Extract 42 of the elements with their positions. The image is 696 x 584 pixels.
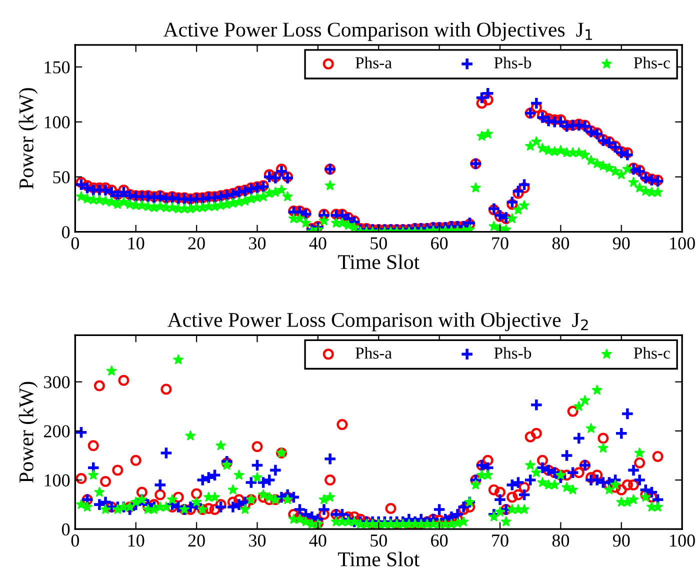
x-tick-label: 10 bbox=[128, 237, 144, 250]
x-tick-label: 100 bbox=[670, 237, 695, 250]
x-tick-label: 100 bbox=[670, 534, 695, 547]
y-tick-label: 50 bbox=[53, 171, 70, 184]
x-tick-label: 10 bbox=[128, 534, 144, 547]
legend-label: Phs-b bbox=[494, 346, 532, 359]
x-tick-label: 20 bbox=[188, 237, 205, 250]
x-tick-label: 60 bbox=[431, 534, 448, 547]
y-tick-label: 150 bbox=[44, 61, 70, 74]
y-tick-label: 300 bbox=[44, 376, 70, 388]
x-tick-label: 70 bbox=[492, 237, 508, 250]
y-tick-label: 100 bbox=[44, 474, 70, 486]
y-axis-title: Power (kW) bbox=[18, 382, 38, 483]
chart-title: Active Power Loss Comparison with Objective J$_{2}$ bbox=[167, 312, 588, 332]
x-tick-label: 70 bbox=[492, 534, 508, 547]
chart-title: Active Power Loss Comparison with Objectives J$_{1}$ bbox=[163, 22, 592, 41]
x-tick-label: 50 bbox=[370, 534, 387, 547]
legend-label: Phs-c bbox=[634, 56, 670, 68]
x-axis-title: Time Slot bbox=[338, 254, 420, 270]
x-tick-label: 80 bbox=[552, 237, 570, 250]
x-tick-label: 20 bbox=[188, 534, 205, 547]
y-tick-label: 0 bbox=[62, 523, 70, 536]
legend-label: Phs-c bbox=[634, 346, 670, 359]
y-axis-title: Power (kW) bbox=[18, 88, 38, 190]
x-tick-label: 60 bbox=[431, 237, 448, 250]
x-tick-label: 80 bbox=[552, 534, 570, 547]
y-tick-label: 100 bbox=[44, 116, 70, 128]
legend-label: Phs-a bbox=[356, 56, 392, 68]
x-tick-label: 30 bbox=[249, 534, 266, 547]
legend-label: Phs-a bbox=[356, 346, 392, 359]
x-tick-label: 50 bbox=[370, 237, 387, 250]
x-tick-label: 90 bbox=[612, 534, 630, 547]
y-tick-label: 0 bbox=[62, 226, 70, 238]
x-axis-title: Time Slot bbox=[338, 552, 420, 566]
x-tick-label: 40 bbox=[309, 534, 326, 547]
x-tick-label: 30 bbox=[249, 237, 266, 250]
x-tick-label: 0 bbox=[71, 534, 79, 547]
x-tick-label: 40 bbox=[309, 237, 326, 250]
y-tick-label: 200 bbox=[44, 425, 70, 438]
x-tick-label: 90 bbox=[612, 237, 630, 250]
legend-label: Phs-b bbox=[494, 56, 532, 68]
x-tick-label: 0 bbox=[71, 237, 79, 250]
